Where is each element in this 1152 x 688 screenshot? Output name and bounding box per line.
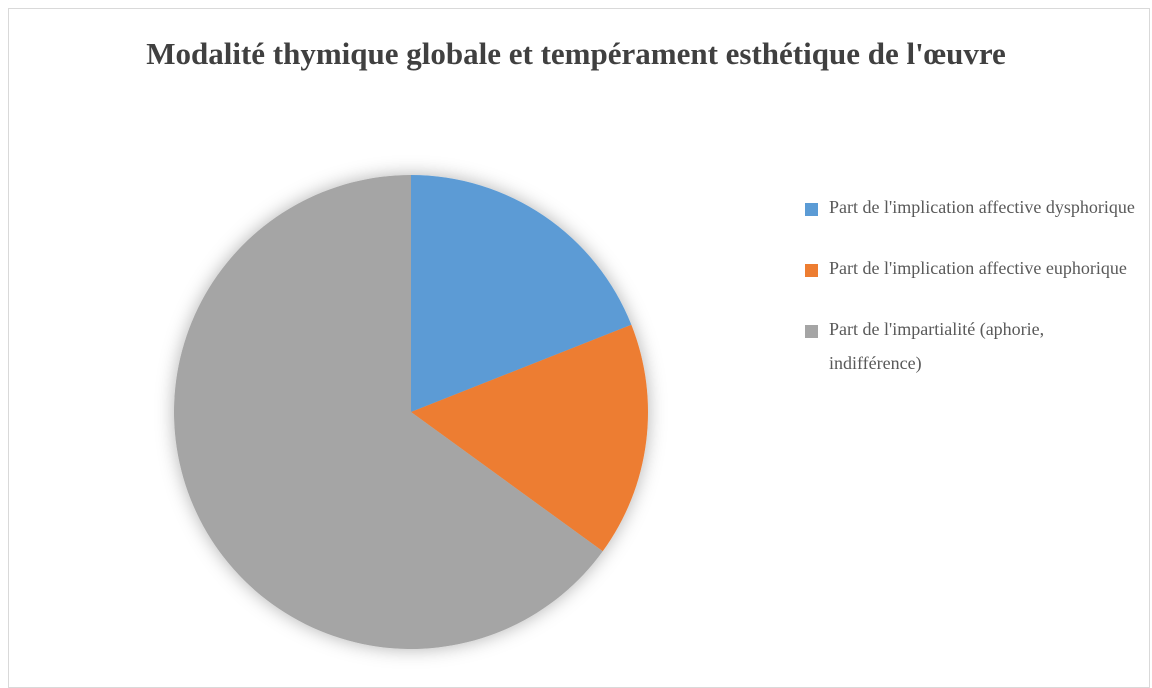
legend: Part de l'implication affective dysphori…: [805, 190, 1135, 407]
legend-label: Part de l'implication affective euphoriq…: [829, 258, 1127, 278]
legend-entry: Part de l'implication affective dysphori…: [805, 190, 1135, 224]
pie-slice: [411, 324, 648, 552]
legend-swatch: [805, 325, 818, 338]
legend-label: Part de l'implication affective dysphori…: [829, 197, 1135, 217]
pie: [173, 175, 648, 650]
legend-swatch: [805, 203, 818, 216]
pie-slice: [173, 175, 603, 650]
legend-swatch: [805, 264, 818, 277]
chart-title: Modalité thymique globale et tempérament…: [146, 36, 1006, 71]
pie-slice: [411, 175, 632, 412]
legend-label: Part de l'impartialité (aphorie, indiffé…: [829, 319, 1045, 373]
legend-entry: Part de l'impartialité (aphorie, indiffé…: [805, 312, 1135, 380]
legend-entry: Part de l'implication affective euphoriq…: [805, 251, 1135, 285]
